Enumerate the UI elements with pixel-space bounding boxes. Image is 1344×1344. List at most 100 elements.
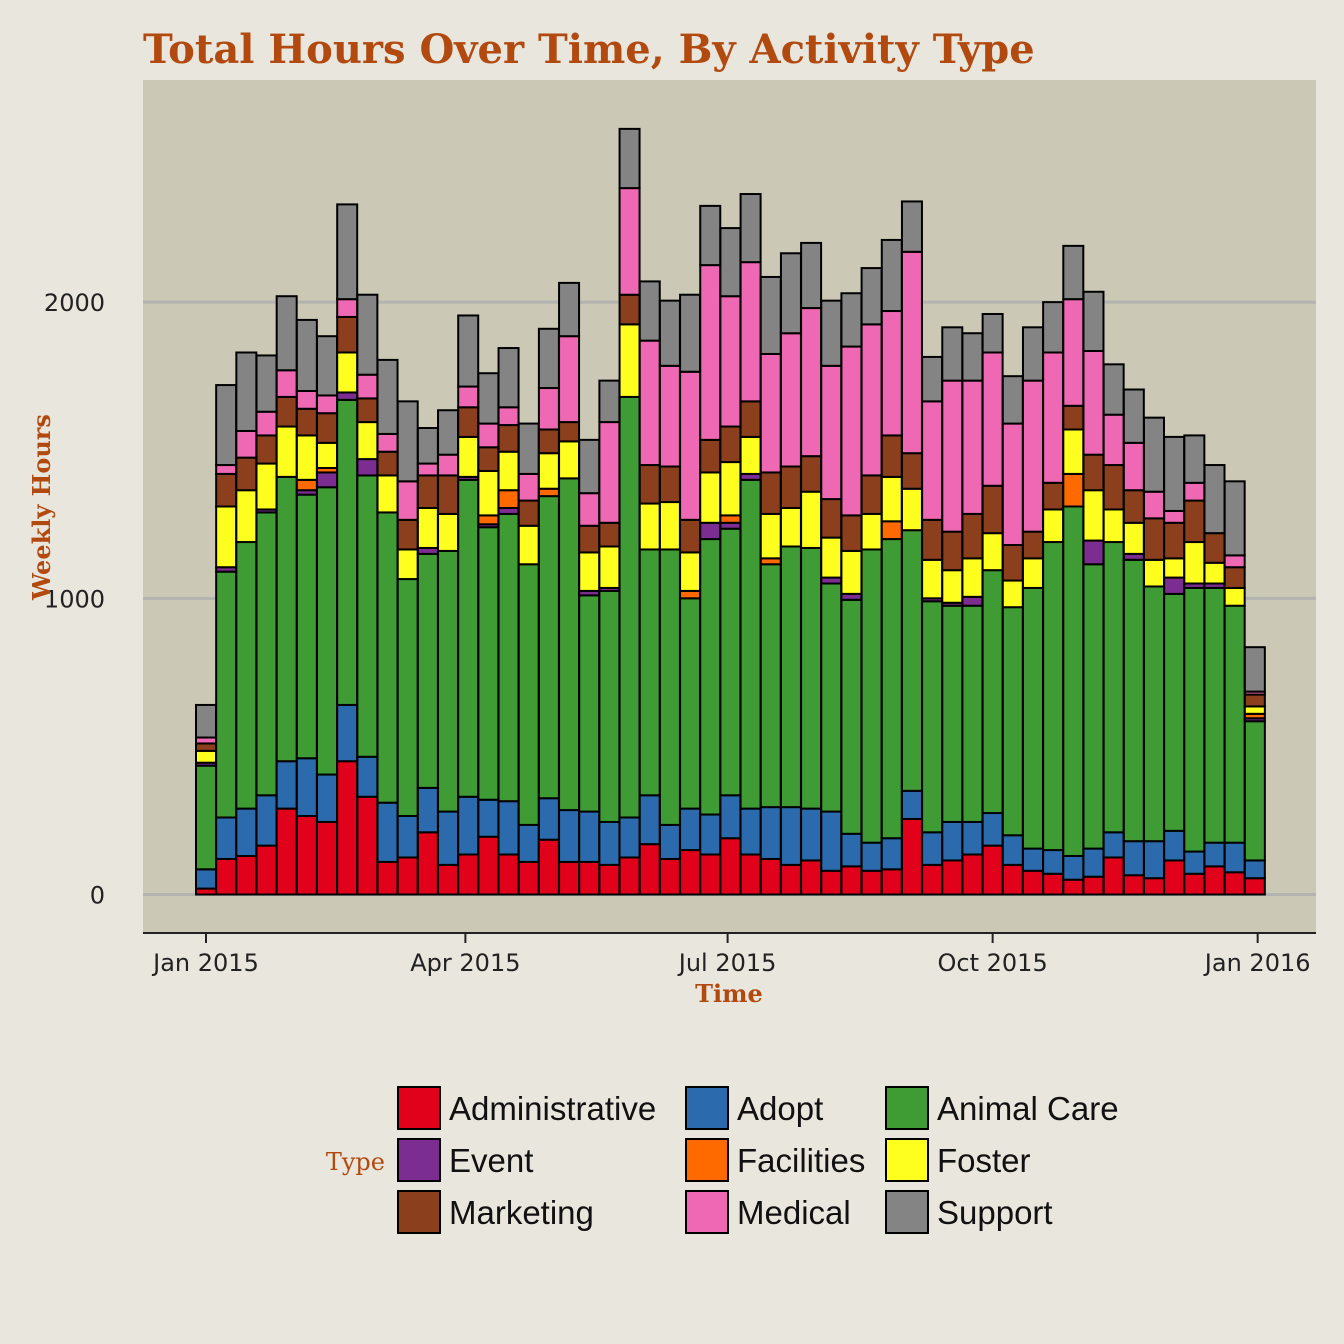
bar-segment — [1042, 849, 1065, 875]
bar-segment — [941, 379, 964, 533]
bar-segment — [820, 299, 843, 367]
bar-segment — [800, 307, 823, 458]
bar-segment — [1142, 558, 1165, 588]
bar-segment — [336, 391, 359, 401]
bar-segment — [921, 600, 944, 834]
bar-segment — [477, 835, 500, 896]
legend-label: Foster — [937, 1142, 1031, 1179]
bar-segment — [820, 536, 843, 579]
bar-segment — [558, 421, 581, 443]
bar-segment — [739, 807, 762, 856]
bar-segment — [860, 267, 883, 326]
bar-segment — [739, 261, 762, 403]
bar-segment — [719, 514, 742, 524]
bar-segment — [295, 757, 318, 818]
bar-stack — [497, 347, 520, 896]
bar-segment — [759, 857, 782, 896]
bar-segment — [416, 831, 439, 896]
bar-stack — [537, 327, 560, 896]
bar-segment — [820, 810, 843, 872]
bar-segment — [598, 545, 621, 589]
bar-stack — [1223, 480, 1246, 896]
bar-segment — [1042, 351, 1065, 484]
bar-segment — [477, 372, 500, 425]
bar-segment — [1183, 481, 1206, 502]
bar-segment — [699, 538, 722, 816]
bar-segment — [719, 794, 742, 840]
bar-segment — [699, 813, 722, 856]
bar-segment — [759, 471, 782, 515]
bar-segment — [1102, 413, 1125, 467]
bar-segment — [1243, 877, 1266, 896]
bar-segment — [457, 385, 480, 409]
bar-stack — [840, 292, 863, 896]
bar-segment — [679, 551, 702, 592]
bar-segment — [295, 318, 318, 392]
bar-stack — [739, 193, 762, 896]
bar-segment — [961, 595, 984, 607]
bar-segment — [396, 548, 419, 581]
bar-segment — [981, 532, 1004, 572]
bar-segment — [719, 527, 742, 797]
bar-stack — [1082, 290, 1105, 896]
bar-segment — [759, 806, 782, 860]
bar-segment — [921, 558, 944, 600]
bar-segment — [820, 364, 843, 501]
bar-segment — [1163, 592, 1186, 832]
y-ticks: 0 1000 2000 — [44, 289, 105, 909]
bar-segment — [961, 332, 984, 382]
bar-segment — [981, 351, 1004, 487]
bar-segment — [336, 315, 359, 354]
bar-segment — [779, 332, 802, 468]
bar-segment — [275, 395, 298, 428]
bar-segment — [477, 526, 500, 801]
bar-segment — [578, 438, 601, 495]
legend-swatch — [685, 1190, 729, 1234]
bar-segment — [537, 452, 560, 490]
y-axis-title: Weekly Hours — [27, 414, 56, 601]
bar-segment — [880, 520, 903, 541]
bar-segment — [316, 441, 339, 469]
bar-stack — [1203, 464, 1226, 896]
bar-segment — [941, 820, 964, 862]
bar-segment — [1082, 489, 1105, 542]
bar-segment — [396, 578, 419, 818]
bar-segment — [416, 427, 439, 465]
bar-segment — [416, 786, 439, 834]
bar-segment — [1082, 847, 1105, 878]
bar-segment — [1142, 490, 1165, 520]
bar-segment — [477, 798, 500, 838]
bar-segment — [558, 335, 581, 424]
bar-segment — [195, 868, 217, 890]
bar-segment — [356, 755, 379, 798]
bar-segment — [658, 501, 681, 551]
bar-segment — [437, 453, 460, 477]
bar-segment — [900, 529, 923, 792]
bar-stack — [437, 409, 460, 896]
bar-segment — [477, 469, 500, 517]
bar-segment — [860, 323, 883, 477]
bar-segment — [1042, 508, 1065, 544]
bar-stack — [820, 299, 843, 896]
legend-title: Type — [326, 1148, 385, 1176]
bar-segment — [1163, 859, 1186, 896]
bar-segment — [215, 472, 238, 508]
x-tick-label: Jul 2015 — [677, 949, 777, 977]
bar-segment — [1102, 831, 1125, 859]
bar-segment — [356, 421, 379, 461]
bar-segment — [1203, 464, 1226, 535]
bar-segment — [1062, 298, 1085, 407]
legend-item: Facilities — [685, 1138, 865, 1182]
bar-segment — [396, 856, 419, 896]
bar-segment — [275, 760, 298, 810]
bar-segment — [316, 335, 339, 397]
bar-segment — [477, 446, 500, 472]
bar-segment — [900, 200, 923, 253]
bar-segment — [961, 820, 984, 856]
bar-segment — [1142, 416, 1165, 493]
bar-segment — [1163, 509, 1186, 524]
bar-segment — [800, 241, 823, 310]
bar-segment — [336, 298, 359, 318]
bar-segment — [416, 474, 439, 509]
bar-segment — [316, 471, 339, 489]
